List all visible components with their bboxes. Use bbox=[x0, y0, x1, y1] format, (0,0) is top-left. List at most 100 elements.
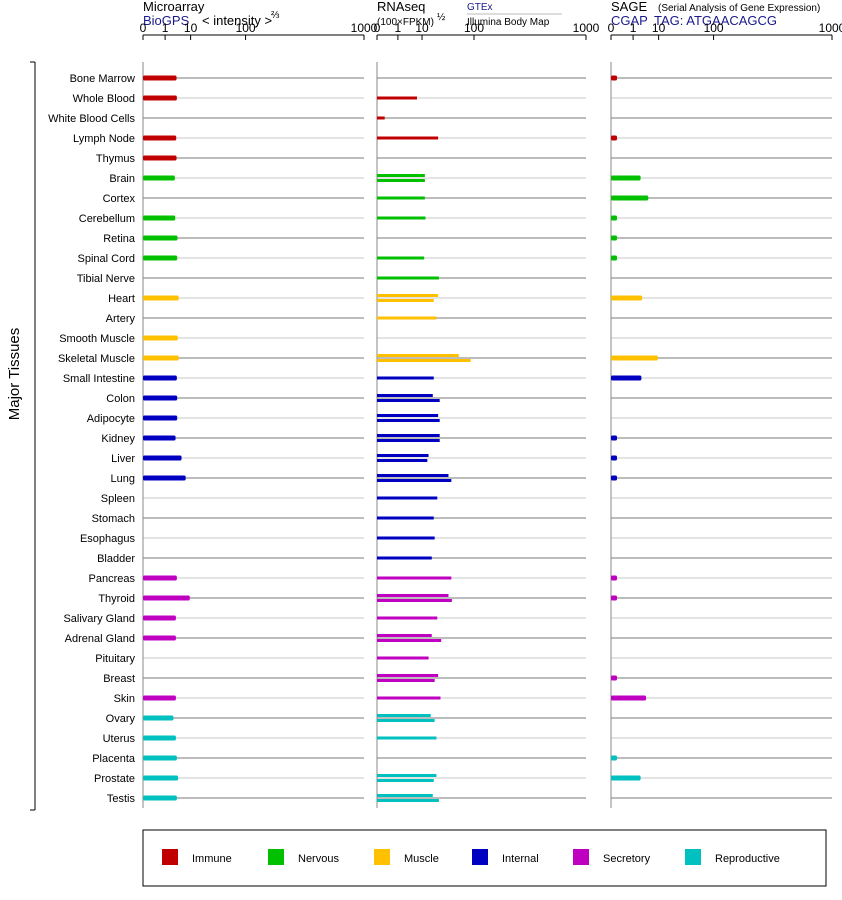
tissue-label-cortex: Cortex bbox=[103, 193, 136, 205]
legend-swatch-internal bbox=[472, 849, 488, 865]
bar-rnaseq-prostate-1 bbox=[377, 774, 437, 777]
bar-sage-skin bbox=[611, 695, 647, 701]
x-tick-label: 1 bbox=[395, 21, 402, 35]
legend-label-internal: Internal bbox=[502, 853, 539, 865]
bar-sage-placenta bbox=[611, 755, 617, 761]
bar-sage-kidney bbox=[611, 435, 617, 441]
tissue-label-thyroid: Thyroid bbox=[98, 593, 135, 605]
tissue-label-thymus: Thymus bbox=[96, 153, 136, 165]
tissue-label-ovary: Ovary bbox=[106, 713, 136, 725]
tissue-label-bone-marrow: Bone Marrow bbox=[70, 73, 135, 85]
tissue-label-prostate: Prostate bbox=[94, 773, 135, 785]
bar-rnaseq-skeletal-muscle-1 bbox=[377, 354, 459, 357]
bar-rnaseq-small-intestine bbox=[377, 376, 434, 380]
tissue-label-heart: Heart bbox=[108, 293, 135, 305]
tissue-label-skin: Skin bbox=[114, 693, 135, 705]
bar-microarray-uterus bbox=[143, 735, 176, 741]
tissue-label-testis: Testis bbox=[107, 793, 136, 805]
rnaseq-scale-exponent: ½ bbox=[437, 12, 446, 23]
bar-microarray-kidney bbox=[143, 435, 176, 441]
bar-sage-small-intestine bbox=[611, 375, 642, 381]
x-tick-label: 0 bbox=[374, 21, 381, 35]
x-tick-label: 0 bbox=[608, 21, 615, 35]
bar-sage-spinal-cord bbox=[611, 255, 617, 261]
bar-microarray-thyroid bbox=[143, 595, 190, 601]
tissue-label-bladder: Bladder bbox=[97, 553, 135, 565]
bar-rnaseq-ovary-1 bbox=[377, 714, 431, 717]
bar-rnaseq-lung-1 bbox=[377, 474, 449, 477]
bar-rnaseq-thyroid-1 bbox=[377, 594, 449, 597]
biogps-source: BioGPS bbox=[143, 13, 190, 28]
tissue-label-colon: Colon bbox=[106, 393, 135, 405]
tissue-label-tibial-nerve: Tibial Nerve bbox=[77, 273, 135, 285]
bar-sage-cerebellum bbox=[611, 215, 617, 221]
bar-rnaseq-white-blood-cells bbox=[377, 116, 385, 120]
x-tick-label: 100 bbox=[464, 21, 484, 35]
axis-layer: 011010010000110100100001101001000 bbox=[140, 21, 842, 808]
sage-title: SAGE bbox=[611, 0, 647, 14]
bar-microarray-adrenal-gland bbox=[143, 635, 176, 641]
bar-rnaseq-adipocyte-2 bbox=[377, 419, 440, 422]
bar-rnaseq-skin bbox=[377, 696, 441, 700]
legend-label-immune: Immune bbox=[192, 853, 232, 865]
tissue-label-salivary-gland: Salivary Gland bbox=[63, 613, 135, 625]
bar-rnaseq-prostate-2 bbox=[377, 779, 434, 782]
x-tick-label: 1 bbox=[630, 21, 637, 35]
rnaseq-scale-label: (100×FPKM) bbox=[377, 17, 434, 28]
bar-rnaseq-pancreas bbox=[377, 576, 452, 580]
bar-rnaseq-cerebellum bbox=[377, 216, 426, 220]
bar-sage-prostate bbox=[611, 775, 641, 781]
tissue-label-brain: Brain bbox=[109, 173, 135, 185]
tissue-label-small-intestine: Small Intestine bbox=[63, 373, 135, 385]
bar-rnaseq-tibial-nerve bbox=[377, 276, 439, 280]
bar-microarray-liver bbox=[143, 455, 182, 461]
tissue-label-stomach: Stomach bbox=[92, 513, 135, 525]
tissue-label-placenta: Placenta bbox=[92, 753, 136, 765]
tissue-label-liver: Liver bbox=[111, 453, 135, 465]
bar-microarray-testis bbox=[143, 795, 177, 801]
bar-sage-lymph-node bbox=[611, 135, 617, 141]
tissue-label-smooth-muscle: Smooth Muscle bbox=[59, 333, 135, 345]
bar-rnaseq-adrenal-gland-1 bbox=[377, 634, 432, 637]
tissue-label-white-blood-cells: White Blood Cells bbox=[48, 113, 135, 125]
bar-microarray-bone-marrow bbox=[143, 75, 177, 81]
bar-rnaseq-breast-1 bbox=[377, 674, 439, 677]
legend-label-reproductive: Reproductive bbox=[715, 853, 780, 865]
x-tick-label: 1000 bbox=[819, 21, 842, 35]
cgap-source: CGAP bbox=[611, 13, 648, 28]
bar-rnaseq-brain-2 bbox=[377, 179, 425, 182]
tissue-label-retina: Retina bbox=[103, 233, 136, 245]
legend-swatch-reproductive bbox=[685, 849, 701, 865]
x-tick-label: 10 bbox=[652, 21, 666, 35]
bar-sage-heart bbox=[611, 295, 643, 301]
tissue-label-pituitary: Pituitary bbox=[95, 653, 135, 665]
major-tissues-bracket bbox=[30, 61, 36, 811]
legend-label-secretory: Secretory bbox=[603, 853, 651, 865]
rnaseq-title: RNAseq bbox=[377, 0, 425, 14]
x-tick-label: 10 bbox=[415, 21, 429, 35]
tissue-label-uterus: Uterus bbox=[103, 733, 136, 745]
sage-header: SAGE (Serial Analysis of Gene Expression… bbox=[611, 0, 820, 28]
bar-rnaseq-liver-1 bbox=[377, 454, 429, 457]
rnaseq-header: RNAseq (100×FPKM) ½ GTEx Illumina Body M… bbox=[377, 0, 562, 28]
bar-rnaseq-ovary-2 bbox=[377, 719, 435, 722]
legend-swatch-muscle bbox=[374, 849, 390, 865]
bar-rnaseq-skeletal-muscle-2 bbox=[377, 359, 471, 362]
bar-sage-brain bbox=[611, 175, 641, 181]
bar-microarray-cerebellum bbox=[143, 215, 176, 221]
x-tick-label: 1000 bbox=[351, 21, 378, 35]
bar-microarray-pancreas bbox=[143, 575, 177, 581]
microarray-header: Microarray BioGPS < intensity > ⅔ bbox=[143, 0, 280, 28]
bar-rnaseq-colon-2 bbox=[377, 399, 440, 402]
bar-microarray-adipocyte bbox=[143, 415, 178, 421]
bar-microarray-skeletal-muscle bbox=[143, 355, 179, 361]
x-tick-label: 1 bbox=[162, 21, 169, 35]
bar-microarray-placenta bbox=[143, 755, 177, 761]
side-label: Major Tissues bbox=[6, 328, 23, 421]
legend-label-nervous: Nervous bbox=[298, 853, 339, 865]
bars-layer bbox=[143, 75, 658, 802]
tissue-label-artery: Artery bbox=[106, 313, 136, 325]
microarray-scale-label: < intensity > bbox=[202, 13, 272, 28]
x-tick-label: 0 bbox=[140, 21, 147, 35]
